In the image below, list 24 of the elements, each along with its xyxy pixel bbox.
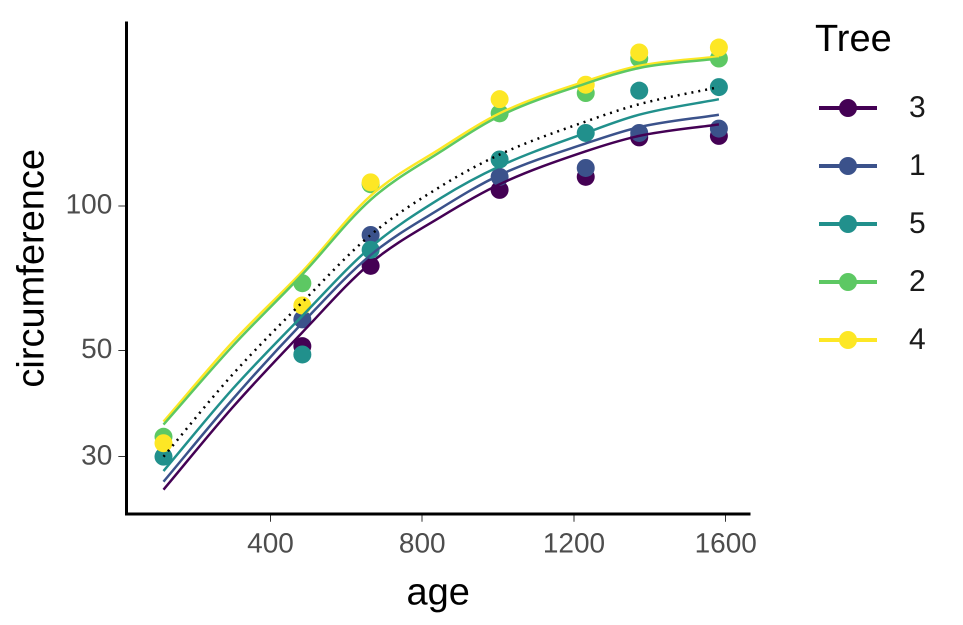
legend-label: 3 <box>909 91 926 125</box>
legend-label: 4 <box>909 323 926 357</box>
x-tick-label: 400 <box>247 527 294 558</box>
legend-title: Tree <box>815 18 893 61</box>
y-tick-label: 30 <box>81 439 112 470</box>
y-axis-title: circumference <box>10 148 52 388</box>
legend-label: 5 <box>909 207 926 241</box>
point <box>710 38 728 57</box>
y-tick-label: 100 <box>66 188 112 220</box>
y-tick-label: 50 <box>81 333 112 364</box>
point <box>576 158 595 177</box>
legend-label: 2 <box>909 265 926 299</box>
point <box>710 78 728 96</box>
x-tick-label: 1200 <box>542 527 606 558</box>
point <box>630 82 648 100</box>
point <box>630 43 648 62</box>
x-tick-label: 1600 <box>694 527 757 558</box>
point <box>154 434 172 452</box>
point <box>710 120 728 138</box>
point <box>490 90 509 108</box>
x-tick-label: 800 <box>398 527 446 558</box>
x-axis-title: age <box>406 572 470 614</box>
legend-label: 1 <box>909 149 926 183</box>
point <box>293 345 312 364</box>
